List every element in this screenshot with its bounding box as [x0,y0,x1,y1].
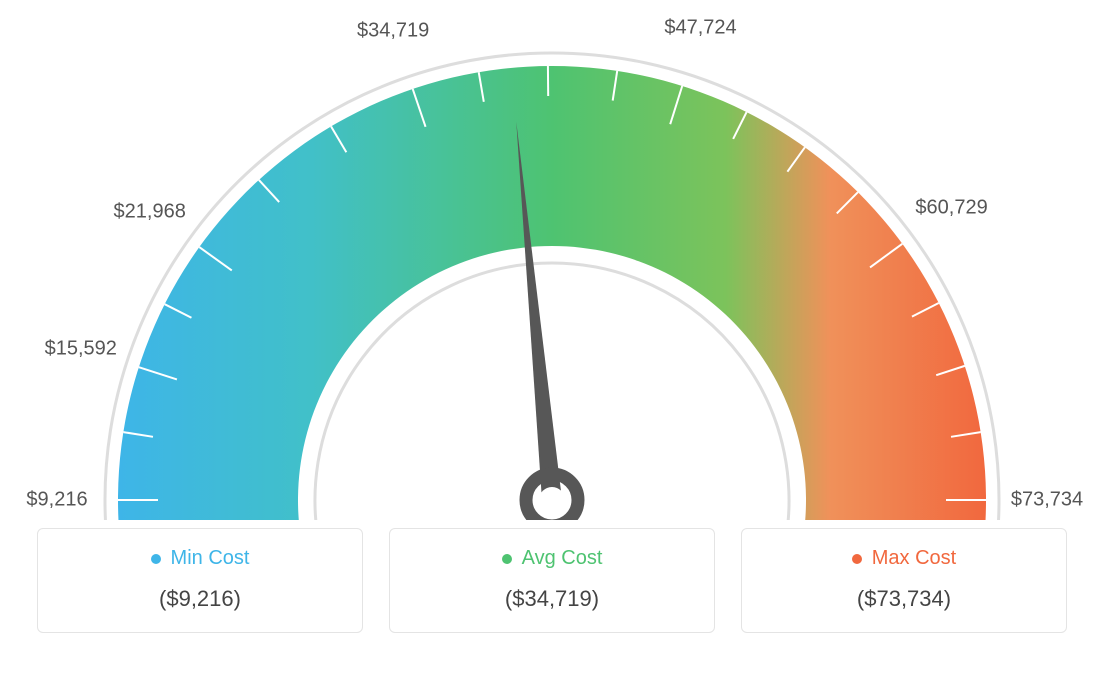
gauge-tick-label: $60,729 [915,196,987,219]
legend-card-max: Max Cost ($73,734) [741,528,1067,633]
gauge-tick-label: $21,968 [114,200,186,223]
gauge-tick-label: $15,592 [45,337,117,360]
gauge-chart: $9,216 $15,592 $21,968 $34,719 $47,724 $60,72… [0,0,1104,520]
gauge-tick-label: $47,724 [664,16,736,39]
legend-title-min: Min Cost [48,547,352,570]
legend-dot-icon [852,554,862,564]
legend-value-max: ($73,734) [752,586,1056,612]
legend-dot-icon [502,554,512,564]
legend-name-max: Max Cost [872,547,956,570]
legend-card-min: Min Cost ($9,216) [37,528,363,633]
legend-value-avg: ($34,719) [400,586,704,612]
legend-name-avg: Avg Cost [522,547,603,570]
legend-card-avg: Avg Cost ($34,719) [389,528,715,633]
legend-title-max: Max Cost [752,547,1056,570]
legend-row: Min Cost ($9,216) Avg Cost ($34,719) Max… [37,528,1067,633]
gauge-tick-label: $73,734 [1011,489,1083,512]
gauge-svg [0,0,1104,520]
gauge-tick-label: $34,719 [357,20,429,43]
legend-name-min: Min Cost [171,547,250,570]
legend-value-min: ($9,216) [48,586,352,612]
gauge-tick-label: $9,216 [26,489,87,512]
legend-title-avg: Avg Cost [400,547,704,570]
legend-dot-icon [151,554,161,564]
